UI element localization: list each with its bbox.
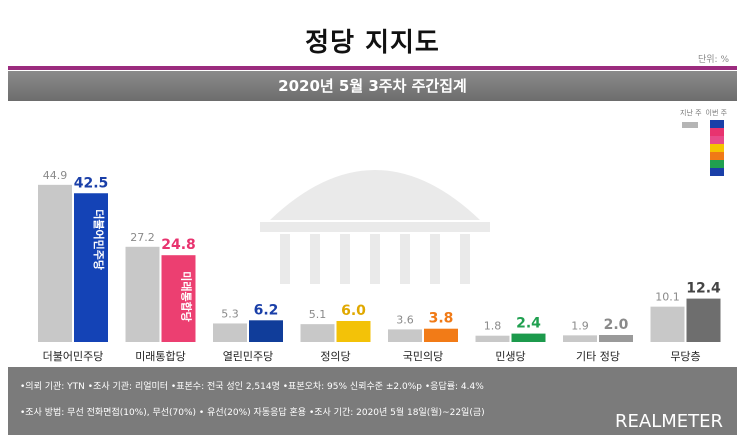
legend-swatch-2 [710,136,724,144]
category-label: 열린민주당 [223,350,274,363]
prev-bar [213,323,247,342]
bar-party-text: 미래통합당 [180,271,194,322]
category-label: 정의당 [320,350,350,363]
prev-value-label: 5.3 [221,307,239,320]
category-label: 국민의당 [403,350,443,363]
current-bar [511,333,546,342]
prev-value-label: 3.6 [396,313,414,326]
legend-swatch-1 [710,128,724,136]
legend-swatch-4 [710,152,724,160]
survey-info-line-1: •의뢰 기관: YTN •조사 기관: 리얼미터 •표본수: 전국 성인 2,5… [20,382,484,392]
legend-cur-label: 이번 주 [705,109,728,117]
category-label: 더불어민주당 [43,350,104,363]
chart-title: 정당 지지도 [305,28,440,58]
current-bar [599,335,633,342]
legend-swatch-3 [710,144,724,152]
current-bar [249,320,283,342]
legend: 지난 주 이번 주 [680,108,736,176]
current-value-label: 2.0 [604,317,629,333]
legend-swatch-0 [710,120,724,128]
current-bar [74,193,108,342]
legend-swatch-5 [710,160,724,168]
category-label: 기타 정당 [576,350,620,363]
prev-value-label: 5.1 [309,308,327,321]
legend-swatch-6 [710,168,724,176]
prev-bar [38,184,72,342]
prev-bar [475,335,510,342]
current-bar [336,321,371,342]
current-value-label: 3.8 [429,311,454,327]
prev-bar [125,246,160,342]
legend-prev-label: 지난 주 [680,109,702,117]
current-bar [424,328,458,342]
bar-party-text: 더불어민주당 [92,209,106,270]
legend-cur-swatches [710,120,724,176]
legend-prev-swatch [682,122,698,128]
prev-bar [388,329,422,342]
unit-label: 단위: % [697,55,729,65]
prev-value-label: 10.1 [655,291,680,304]
current-value-label: 42.5 [74,175,109,191]
assembly-building-icon [260,170,490,284]
subtitle-banner: 2020년 5월 3주차 주간집계 [8,71,737,101]
prev-value-label: 44.9 [43,169,68,182]
accent-divider [8,66,737,70]
prev-value-label: 1.8 [484,320,502,333]
realmeter-logo: REALMETER [615,411,723,432]
current-value-label: 6.2 [254,302,279,318]
category-label: 미래통합당 [135,350,186,363]
prev-value-label: 1.9 [571,319,589,332]
prev-value-label: 27.2 [130,231,155,244]
current-value-label: 6.0 [341,303,366,319]
survey-info-box: •의뢰 기관: YTN •조사 기관: 리얼미터 •표본수: 전국 성인 2,5… [8,367,737,435]
prev-bar [563,335,597,342]
current-bar [161,255,196,342]
current-bar [686,298,721,342]
current-value-label: 12.4 [686,281,721,297]
current-value-label: 24.8 [161,237,196,253]
category-label: 민생당 [495,350,525,363]
prev-bar [300,324,335,342]
category-label: 무당층 [670,350,700,363]
current-value-label: 2.4 [516,316,541,332]
prev-bar [650,306,685,342]
survey-info-line-2: •조사 방법: 무선 전화면접(10%), 무선(70%) • 유선(20%) … [20,408,485,418]
